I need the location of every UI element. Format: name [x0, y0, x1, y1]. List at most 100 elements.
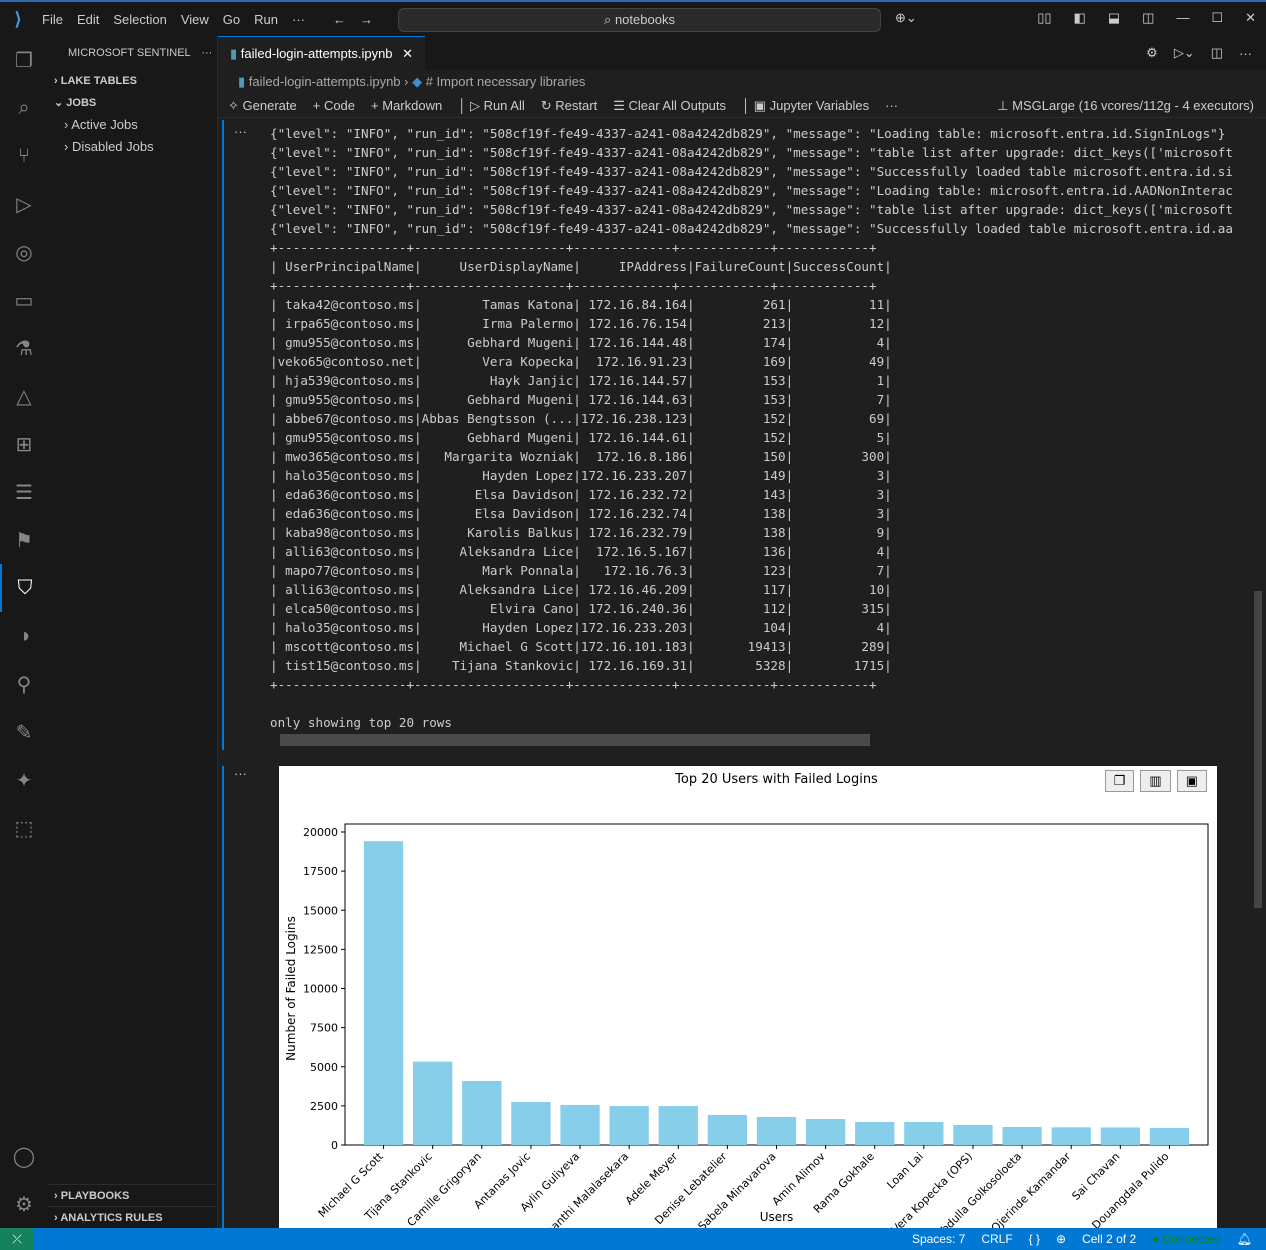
eol-status[interactable]: CRLF: [981, 1232, 1013, 1246]
breadcrumb-file[interactable]: failed-login-attempts.ipynb: [248, 74, 401, 89]
menu-item[interactable]: File: [42, 11, 63, 27]
split-editor-icon[interactable]: ◫: [1210, 45, 1223, 60]
notebook-toolbar: ✧ Generate + Code + Markdown │ ▷ Run All…: [218, 94, 1266, 118]
ai-toolkit-icon[interactable]: ✦: [15, 769, 33, 792]
layout-icon[interactable]: ▯▯: [1037, 10, 1052, 25]
menu-item[interactable]: Go: [222, 11, 241, 27]
notebook-file-icon: ▮: [230, 46, 238, 61]
y-tick-label: 5000: [310, 1061, 338, 1074]
bar: [953, 1124, 993, 1145]
remote-explorer-icon[interactable]: ▭: [14, 289, 34, 312]
horizontal-scrollbar[interactable]: [280, 734, 870, 746]
cell-status[interactable]: Cell 2 of 2: [1082, 1232, 1137, 1246]
source-control-icon[interactable]: ⑂: [18, 144, 30, 167]
tab-label: failed-login-attempts.ipynb: [240, 46, 393, 61]
section-analytics-rules[interactable]: › ANALYTICS RULES: [48, 1206, 218, 1228]
copilot-icon[interactable]: ⊕⌄: [895, 10, 917, 25]
sentinel-shield-icon[interactable]: ⛉: [0, 564, 48, 612]
menu-item[interactable]: View: [180, 11, 209, 27]
toggle-panel-icon[interactable]: ⬓: [1107, 10, 1121, 25]
menu-item[interactable]: Edit: [76, 11, 100, 27]
y-tick-label: 0: [331, 1139, 338, 1152]
cell-focus-bar: [222, 766, 224, 1228]
azure-icon[interactable]: △: [16, 385, 32, 408]
notifications-icon[interactable]: 🔔︎: [1236, 1232, 1252, 1246]
bookmark-icon[interactable]: ⚑: [15, 529, 33, 552]
clear-outputs-button[interactable]: ☰ Clear All Outputs: [613, 97, 727, 113]
close-tab-icon[interactable]: ✕: [402, 46, 414, 61]
more-toolbar-button[interactable]: ···: [885, 98, 899, 113]
more-actions-icon[interactable]: ···: [1239, 45, 1252, 61]
command-center-search[interactable]: ⌕ notebooks: [398, 8, 881, 32]
run-all-button[interactable]: │ ▷ Run All: [458, 97, 525, 113]
save-icon[interactable]: ▣: [1176, 770, 1207, 792]
bar: [363, 841, 404, 1145]
cell-focus-bar: [222, 120, 224, 750]
section-label: PLAYBOOKS: [60, 1190, 130, 1202]
output-more-icon[interactable]: ···: [234, 766, 247, 781]
table-row: | halo35@contoso.ms| Hayden Lopez|172.16…: [270, 468, 892, 483]
breadcrumb-cell[interactable]: # Import necessary libraries: [425, 74, 586, 89]
account-icon[interactable]: ◯: [12, 1145, 36, 1168]
restart-button[interactable]: ↻ Restart: [540, 97, 598, 113]
title-bar: ⟩ File Edit Selection View Go Run ··· ← → ⌕ no…: [0, 0, 1266, 36]
log-line: {"level": "INFO", "run_id": "508cf19f-fe…: [270, 164, 1233, 179]
gear-icon[interactable]: ⚙: [1146, 45, 1158, 60]
toggle-sidebar-icon[interactable]: ◧: [1073, 10, 1086, 25]
more-icon[interactable]: ···: [201, 47, 213, 59]
generate-button[interactable]: ✧ Generate: [228, 97, 297, 113]
x-tick-label: Sai Chavan: [1069, 1150, 1122, 1203]
table-row: | alli63@contoso.ms| Aleksandra Lice| 17…: [270, 582, 892, 597]
minimize-icon[interactable]: —: [1176, 10, 1190, 25]
run-debug-icon[interactable]: ▷: [16, 193, 32, 216]
back-icon[interactable]: ←: [333, 11, 346, 27]
section-jobs[interactable]: ⌄ JOBS: [54, 97, 97, 109]
sidebar-item-active-jobs[interactable]: › Active Jobs: [64, 117, 138, 132]
window-controls: ▯▯ ◧ ⬓ ◫ — ☐ ✕: [1037, 10, 1256, 26]
extensions-icon[interactable]: ⊞: [15, 433, 33, 456]
forward-icon[interactable]: →: [360, 11, 373, 27]
vertical-scrollbar[interactable]: [1254, 591, 1262, 908]
section-lake-tables[interactable]: › LAKE TABLES: [54, 75, 137, 87]
chart-title: Top 20 Users with Failed Logins: [674, 772, 878, 787]
connection-status[interactable]: ● Connected: [1152, 1232, 1221, 1246]
menu-item[interactable]: Run: [254, 11, 278, 27]
toggle-secondary-icon[interactable]: ◫: [1142, 10, 1155, 25]
notebook-icon[interactable]: ☰: [15, 481, 33, 504]
bar: [413, 1061, 453, 1145]
maximize-icon[interactable]: ☐: [1211, 10, 1224, 25]
y-tick-label: 2500: [310, 1100, 338, 1113]
activity-bar: ❐ ⌕ ⑂ ▷ ◎ ▭ ⚗ △ ⊞ ☰ ⚑ ⛉ ◑ ⚲ ✎ ✦ ⬚ ◯ ⚙: [0, 36, 48, 1228]
copy-icon[interactable]: ❐: [1104, 770, 1135, 792]
add-code-button[interactable]: + Code: [312, 98, 356, 113]
testing-icon[interactable]: ◎: [15, 241, 33, 264]
kernel-picker[interactable]: ⊥ MSGLarge (16 vcores/112g - 4 executors…: [997, 97, 1254, 113]
tab-notebook[interactable]: ▮ failed-login-attempts.ipynb ✕: [218, 36, 426, 70]
language-status[interactable]: { }: [1028, 1232, 1041, 1246]
copilot-status-icon[interactable]: ⊕: [1056, 1232, 1067, 1246]
git-graph-icon[interactable]: ◑: [17, 624, 31, 647]
sidebar-item-disabled-jobs[interactable]: › Disabled Jobs: [64, 139, 154, 154]
remote-icon[interactable]: ⤫: [0, 1228, 34, 1250]
chart-icon[interactable]: ▥: [1140, 770, 1171, 792]
vscode-logo-icon: ⟩: [14, 8, 22, 29]
tool-icon[interactable]: ✎: [15, 721, 33, 744]
notebook-editor: ▮ failed-login-attempts.ipynb ✕ ⚙ ▷⌄ ◫ ··· …: [218, 36, 1266, 1243]
item-label: Disabled Jobs: [71, 139, 154, 154]
close-window-icon[interactable]: ✕: [1245, 10, 1256, 25]
menu-item[interactable]: Selection: [113, 11, 167, 27]
add-markdown-button[interactable]: + Markdown: [371, 98, 443, 113]
run-icon[interactable]: ▷⌄: [1173, 45, 1195, 60]
output-more-icon[interactable]: ···: [234, 124, 247, 139]
package-icon[interactable]: ⬚: [14, 817, 34, 840]
indentation-status[interactable]: Spaces: 7: [911, 1232, 966, 1246]
search-icon[interactable]: ⌕: [18, 96, 30, 119]
bar: [609, 1106, 649, 1145]
copilot-chat-icon[interactable]: ⚲: [16, 673, 32, 696]
menu-item[interactable]: ···: [292, 11, 305, 27]
section-playbooks[interactable]: › PLAYBOOKS: [48, 1184, 218, 1206]
settings-gear-icon[interactable]: ⚙: [15, 1193, 33, 1216]
flask-icon[interactable]: ⚗: [15, 337, 33, 360]
jupyter-variables-button[interactable]: │ ▣ Jupyter Variables: [742, 97, 870, 113]
explorer-icon[interactable]: ❐: [15, 49, 33, 72]
